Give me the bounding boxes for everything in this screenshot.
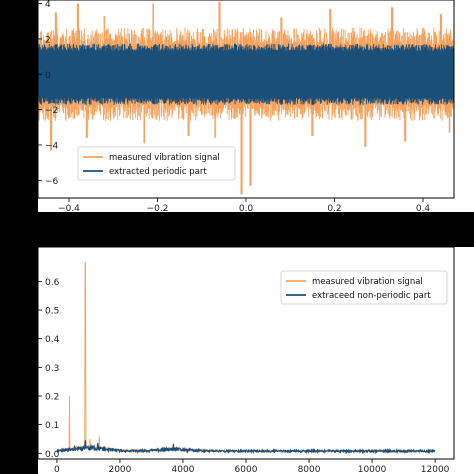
y-tick-label: 0.6: [45, 278, 60, 288]
y-tick-label: 0.5: [45, 307, 59, 317]
x-tick-label: 0.0: [239, 204, 254, 212]
bottom-chart-panel: 0.0 0.1 0.2 0.3 0.4 0.5 0.6 0 2000 4000 6000 8000 10…: [38, 247, 474, 474]
y-tick-label: 0.2: [45, 392, 59, 402]
x-tick-label: 0.2: [327, 204, 341, 212]
y-tick-label: 0.3: [45, 364, 59, 374]
x-tick-label: −0.2: [147, 204, 169, 212]
series-extracted-periodic-part: [38, 43, 455, 105]
legend-label: extracted periodic part: [109, 167, 207, 177]
x-tick-label: 0: [54, 465, 60, 474]
legend: measured vibration signal extraceed non-p…: [280, 270, 448, 305]
legend-label: extraceed non-periodic part: [312, 291, 431, 301]
x-tick-label: −0.4: [58, 204, 80, 212]
y-tick-label: 0: [45, 71, 51, 81]
y-tick-label: 4: [45, 0, 51, 10]
top-chart-panel: −6 −4 −2 0 2 4 −0.4 −0.2 0.0 0.2 0.4 measured vibra…: [38, 0, 474, 212]
legend-box: [280, 270, 448, 305]
y-tick-label: −6: [45, 177, 59, 187]
y-tick-label: 0.0: [45, 450, 60, 460]
x-tick-label: 6000: [235, 465, 258, 474]
series-extraceed-non-periodic-part: [56, 439, 436, 455]
x-tick-label: 8000: [298, 465, 321, 474]
legend-box: [77, 146, 236, 181]
spectrum-chart: 0.0 0.1 0.2 0.3 0.4 0.5 0.6 0 2000 4000 6000 8000 10…: [38, 247, 455, 474]
x-tick-label: 10000: [358, 465, 387, 474]
x-tick-label: 12000: [421, 465, 450, 474]
time-signal-chart: −6 −4 −2 0 2 4 −0.4 −0.2 0.0 0.2 0.4 measured vibra…: [38, 0, 455, 212]
y-tick-label: 0.4: [45, 335, 60, 345]
legend-label: measured vibration signal: [109, 153, 220, 163]
y-tick-label: −2: [45, 106, 58, 116]
y-tick-label: −4: [45, 141, 59, 151]
y-tick-label: 0.1: [45, 421, 59, 431]
legend-label: measured vibration signal: [312, 277, 423, 287]
x-tick-label: 0.4: [416, 204, 431, 212]
x-tick-label: 2000: [108, 465, 131, 474]
legend: measured vibration signal extracted perio…: [77, 146, 236, 181]
x-tick-label: 4000: [172, 465, 195, 474]
y-tick-label: 2: [45, 35, 51, 45]
